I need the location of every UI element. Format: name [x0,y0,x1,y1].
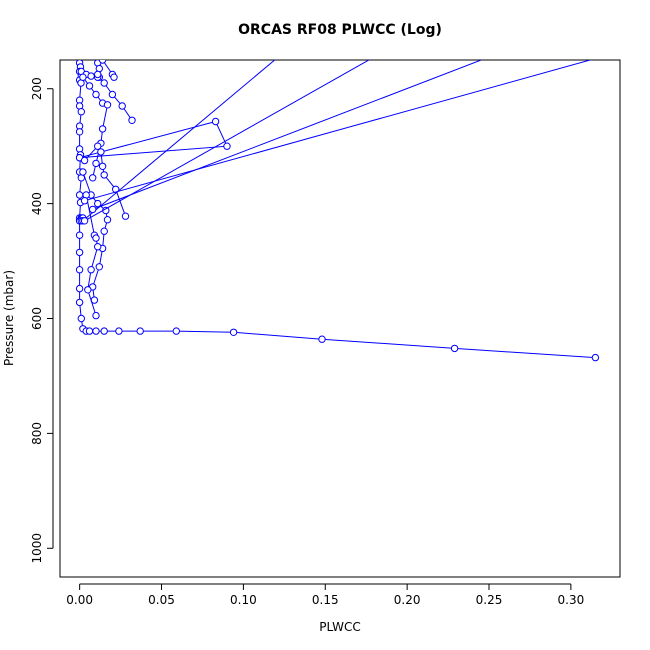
data-point [79,168,87,176]
data-point [100,79,108,87]
x-axis-label: PLWCC [319,620,360,634]
data-point [77,108,86,116]
series-line [82,60,276,222]
data-point [128,116,136,125]
x-tick-label: 0.15 [312,593,339,607]
data-point [95,263,104,271]
x-tick-label: 0.05 [148,593,175,607]
x-axis: 0.00 0.05 0.10 0.15 0.20 0.25 0.30 [66,583,585,607]
data-point [92,234,100,242]
data-point [115,327,123,335]
x-tick-label: 0.00 [66,593,93,607]
data-point [80,40,86,46]
series-line [92,60,483,210]
data-point [97,148,105,156]
data-point [118,102,126,110]
data-point [75,128,84,136]
data-point [92,311,100,320]
data-point [591,353,600,362]
data-point [80,197,89,205]
data-point [94,70,102,79]
x-tick-label: 0.30 [558,593,585,607]
data-point [450,344,459,353]
plot-area [75,22,600,362]
data-point [568,22,574,28]
series-line [79,62,596,359]
data-point [103,101,112,109]
y-axis: 200 400 600 800 1000 [30,77,54,564]
data-point [89,205,97,214]
data-point [87,72,95,80]
y-tick-label: 400 [30,192,44,215]
data-point [318,335,326,343]
data-point [92,159,100,168]
data-point [75,231,84,239]
data-point [172,327,181,335]
data-point [229,328,238,336]
x-tick-label: 0.10 [230,593,257,607]
data-point [98,162,107,171]
data-point [98,60,107,64]
data-point [110,73,118,81]
chart-title: ORCAS RF08 PLWCC (Log) [238,22,442,38]
data-point [75,248,84,257]
data-point [100,227,108,235]
y-tick-label: 200 [30,77,44,100]
series-line [82,171,109,301]
data-point [92,327,100,335]
data-point [75,266,84,274]
data-point [98,125,107,133]
y-tick-label: 1000 [30,533,44,564]
data-point [136,327,144,335]
data-point [79,73,87,81]
plot-frame [59,59,621,578]
series-line [84,60,370,222]
data-point [77,314,86,323]
data-point [87,266,95,274]
data-point [94,243,102,251]
data-point [103,216,112,224]
data-point [75,191,84,199]
data-point [85,327,94,335]
x-tick-label: 0.20 [394,593,421,607]
data-point [92,90,100,99]
data-point [75,284,84,293]
data-point [94,142,102,150]
y-tick-label: 800 [30,422,44,445]
y-axis-label: Pressure (mbar) [2,270,16,366]
data-point [100,171,108,179]
x-tick-label: 0.25 [476,593,503,607]
data-point [85,82,94,90]
data-point [211,117,220,126]
data-point [80,156,89,165]
data-point [89,174,97,182]
data-point [100,327,108,335]
data-point [75,298,84,307]
data-point [84,286,92,294]
data-point [94,199,102,208]
y-tick-label: 600 [30,307,44,330]
data-point [108,90,117,99]
data-point [80,217,89,225]
data-point [121,212,130,220]
series-line [84,60,593,202]
data-point [223,142,231,150]
